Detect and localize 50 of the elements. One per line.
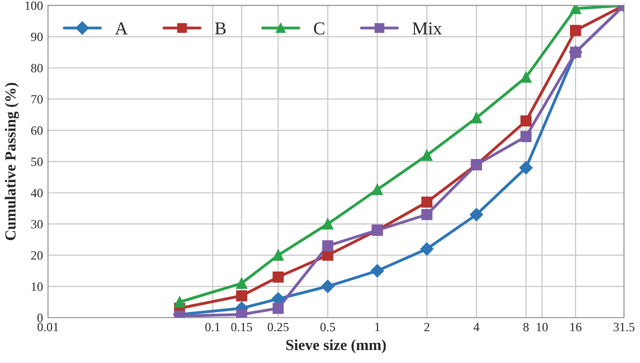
legend-label: B (215, 22, 226, 34)
x-tick-label: 16 (570, 322, 582, 332)
y-tick-label: 90 (31, 32, 43, 42)
y-tick-label: 60 (31, 126, 43, 135)
x-tick-label: 10 (536, 322, 548, 332)
legend-label: C (314, 22, 324, 35)
point (420, 242, 434, 256)
point (372, 184, 383, 196)
point (322, 218, 334, 230)
point (272, 302, 284, 314)
x-tick-label: 1 (375, 322, 380, 332)
x-axis-title: Sieve size (mm) (286, 339, 386, 354)
y-tick-label: 10 (32, 282, 43, 291)
point (519, 161, 533, 174)
point (520, 131, 532, 142)
y-tick-label: 100 (25, 1, 43, 10)
x-tick-label: 0.01 (38, 322, 58, 332)
x-tick-label: 0.1 (205, 322, 220, 332)
y-tick-label: 30 (31, 220, 43, 228)
x-tick-label: 8 (523, 322, 529, 332)
point (321, 280, 334, 293)
x-tick-label: 4 (474, 322, 480, 332)
point (322, 240, 334, 252)
point (421, 150, 432, 161)
x-tick-label: 31.5 (614, 322, 634, 332)
y-tick-label: 50 (31, 158, 43, 166)
y-tick-label: 70 (31, 95, 43, 104)
legend-label: Mix (412, 22, 442, 34)
y-tick-label: 20 (31, 251, 43, 260)
x-tick-label: 2 (424, 322, 430, 332)
point (520, 72, 532, 83)
point (570, 5, 582, 14)
point (570, 24, 582, 36)
x-tick-label: 0.15 (231, 322, 252, 332)
point (470, 112, 482, 124)
point (470, 208, 484, 222)
point (370, 264, 384, 278)
point (272, 250, 284, 261)
point (421, 209, 432, 220)
y-tick-label: 40 (30, 188, 43, 198)
legend-label: A (114, 22, 128, 34)
y-axis-title: Cumulative Passing (%) (4, 82, 19, 240)
y-tick-label: 0 (37, 314, 43, 322)
point (272, 271, 284, 283)
x-tick-label: 0.5 (320, 322, 336, 332)
point (520, 115, 532, 127)
x-tick-label: 0.25 (268, 322, 289, 332)
y-tick-label: 80 (31, 64, 43, 72)
point (421, 196, 432, 208)
point (174, 296, 186, 308)
